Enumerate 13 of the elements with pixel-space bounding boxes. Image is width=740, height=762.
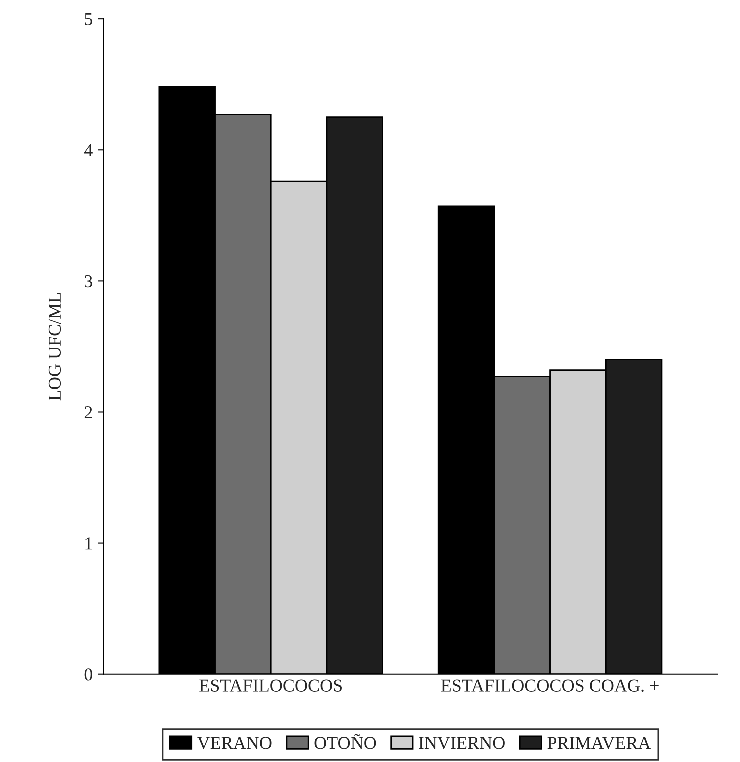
y-tick-label: 5 bbox=[85, 13, 92, 26]
y-tick-label: 0 bbox=[84, 668, 92, 681]
legend-label: PRIMAVERA bbox=[548, 737, 652, 750]
x-tick-label: ESTAFILOCOCOS COAG. + bbox=[441, 680, 659, 692]
y-tick-label: 1 bbox=[86, 538, 92, 550]
legend-label: VERANO bbox=[197, 737, 272, 750]
legend-label: INVIERNO bbox=[419, 737, 505, 750]
y-tick-label: 2 bbox=[84, 406, 92, 419]
y-axis-title: LOG UFC/ML bbox=[48, 293, 62, 401]
legend-label: OTOÑO bbox=[314, 734, 376, 750]
y-tick-label: 4 bbox=[84, 144, 93, 156]
y-tick-label: 3 bbox=[85, 275, 92, 288]
x-tick-label: ESTAFILOCOCOS bbox=[200, 680, 342, 692]
